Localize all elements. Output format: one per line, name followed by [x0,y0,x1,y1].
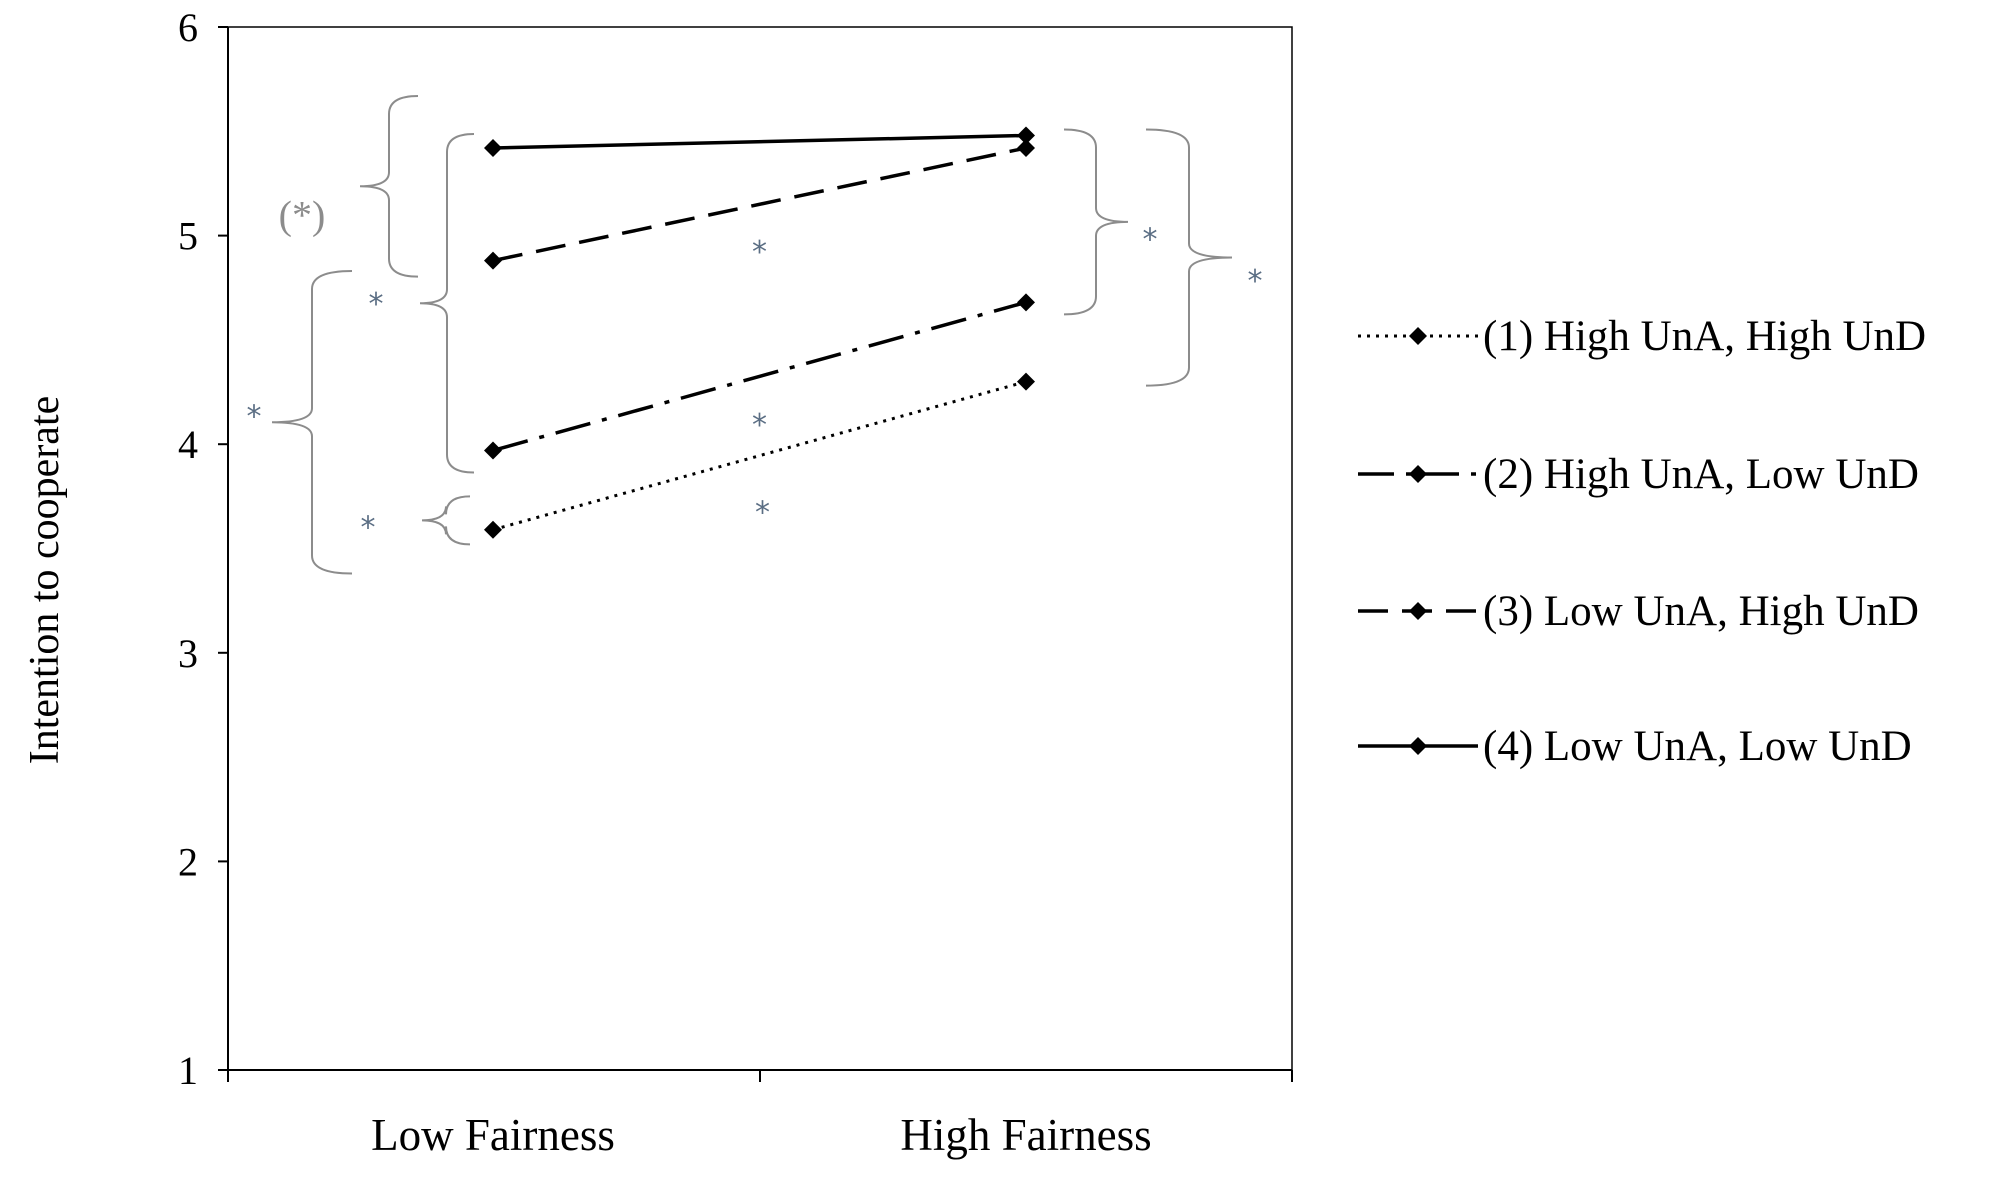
legend-item-2: (2) High UnA, Low UnD [1358,451,1919,498]
legend-marker [1409,327,1427,345]
slope-star: * [752,408,767,443]
series-1 [484,372,1035,539]
data-point-high [1017,126,1035,145]
y-axis-title: Intention to cooperate [22,396,68,765]
bracket-star: * [1143,222,1158,257]
legend-marker [1409,465,1427,483]
legend-label: (1) High UnA, High UnD [1483,313,1926,360]
series-2 [484,293,1035,460]
y-tick-label: 6 [178,5,198,50]
legend-marker [1409,737,1427,755]
bracket-star: * [1248,264,1263,299]
significance-stars: (*) * * * * * * * * [247,193,1263,546]
bracket-star: * [247,400,262,435]
series-3 [484,138,1035,270]
x-axis: Low Fairness High Fairness [227,1069,1293,1160]
plot-border [227,26,1293,1071]
data-point-high [1017,372,1035,391]
series-4 [484,126,1035,157]
x-category-label: Low Fairness [371,1110,615,1160]
bracket-star: * [369,287,384,322]
data-point-high [1017,293,1035,312]
paren-star-annotation: (*) [279,193,326,238]
y-tick-label: 2 [178,839,198,884]
legend-item-1: (1) High UnA, High UnD [1358,313,1926,360]
significance-brackets [271,94,1233,575]
y-tick-label: 5 [178,214,198,259]
y-tick-label: 4 [178,422,198,467]
y-axis: 1 2 3 4 5 6 [178,5,229,1093]
y-tick-label: 3 [178,631,198,676]
bracket-left [419,132,475,474]
data-point-high [1017,138,1035,157]
legend-item-3: (3) Low UnA, High UnD [1358,588,1919,635]
bracket-left [271,270,353,575]
legend-item-4: (4) Low UnA, Low UnD [1358,723,1912,770]
legend-label: (4) Low UnA, Low UnD [1483,723,1912,770]
bracket-left [359,94,419,278]
series-line [492,133,1027,150]
plot-frame [227,26,1293,1071]
bracket-left [421,495,471,546]
y-tick-label: 1 [178,1048,198,1093]
data-point-low [484,520,502,539]
x-category-label: High Fairness [900,1110,1151,1160]
legend-marker [1409,602,1427,620]
series-line [492,146,1027,263]
data-point-low [484,251,502,270]
legend-label: (3) Low UnA, High UnD [1483,588,1919,635]
data-point-low [484,138,502,157]
bracket-right [1063,128,1129,316]
data-point-low [484,441,502,460]
bracket-star: * [361,510,376,545]
series-line [492,380,1027,532]
legend: (1) High UnA, High UnD (2) High UnA, Low … [1358,313,1926,770]
bracket-right [1145,128,1233,387]
slope-star: * [752,235,767,270]
series-layer [484,126,1035,539]
series-line [492,300,1027,453]
slope-star: * [755,496,770,531]
legend-label: (2) High UnA, Low UnD [1483,451,1919,498]
